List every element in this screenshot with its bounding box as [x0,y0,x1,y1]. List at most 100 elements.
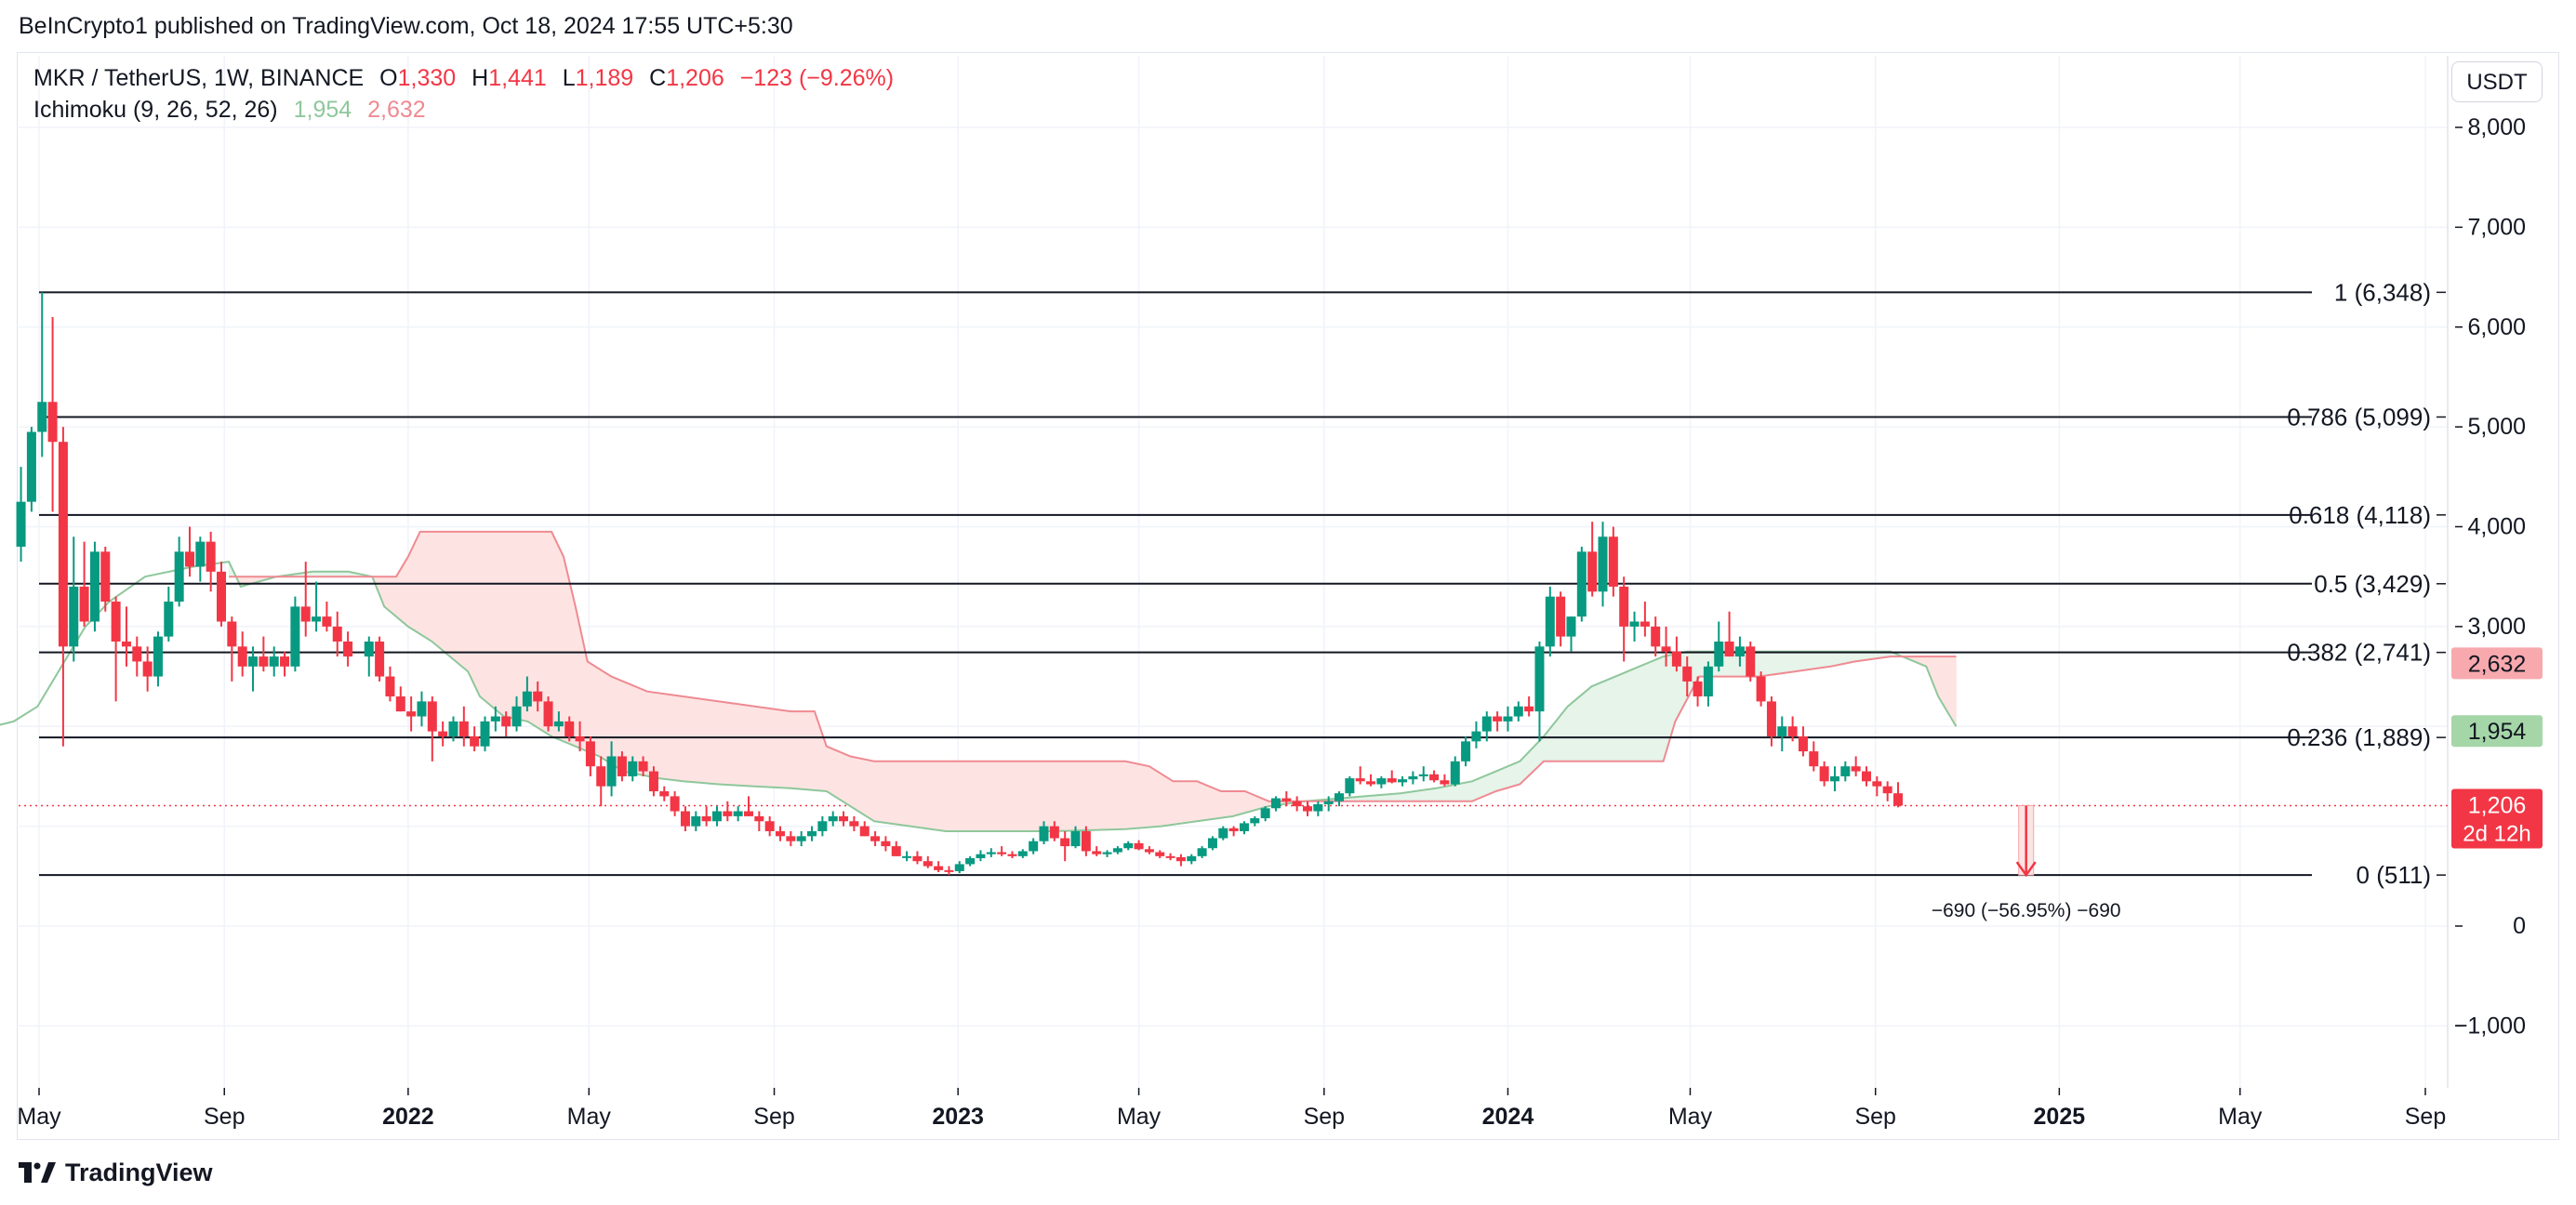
x-tick-label: Sep [1304,1104,1345,1130]
candle-body [1481,716,1492,732]
cloud-segment [855,757,861,814]
candle-body [733,811,743,816]
cloud-segment [1208,786,1215,820]
x-tick-label: Sep [753,1104,794,1130]
cloud-segment [744,704,750,787]
projection-arrow-head [2015,861,2037,878]
candle-body [1039,826,1049,841]
candle-body [1092,851,1102,854]
cloud-segment [1600,680,1607,762]
cloud-segment [458,531,464,669]
projection-label: −690 (−56.95%) −690 [1932,900,2121,921]
candle-body [111,602,121,642]
candle-body [1493,716,1503,722]
cloud-segment [783,709,790,789]
cloud-segment [692,697,698,784]
candle-body [448,721,458,736]
cloud-segment [1237,790,1243,815]
price-badge-label: 2,632 [2468,651,2527,677]
indicator-name: Ichimoku (9, 26, 52, 26) [33,97,278,123]
candle-body [1819,766,1829,782]
cloud-segment [1614,673,1621,762]
candle-body [1144,849,1154,853]
cloud-segment [754,706,761,788]
tradingview-logo-icon [19,1161,56,1183]
cloud-segment [1065,761,1071,832]
cloud-segment [764,707,770,788]
candle-body [375,641,385,677]
cloud-segment [922,761,928,829]
candle-body [606,756,617,787]
cloud-segment [1586,685,1592,762]
cloud-segment [553,536,560,740]
candle-body [543,701,553,727]
cloud-segment [1625,669,1630,762]
candle-body [1598,536,1608,592]
cloud-segment [1132,761,1138,829]
candle-body [438,731,448,736]
x-tick-label: May [17,1104,61,1130]
cloud-segment [687,696,694,783]
low-label: L [562,65,576,91]
cloud-segment [400,559,406,626]
cloud-segment [1763,651,1770,677]
candle-body [1175,856,1186,862]
cloud-segment [716,700,723,786]
x-tick-label: 2023 [932,1104,984,1130]
cloud-segment [1653,657,1659,762]
cloud-segment [777,708,784,788]
candle-body [522,691,532,707]
candle-body [1651,626,1661,647]
candle-body [1218,828,1228,839]
cloud-segment [869,760,875,822]
candle-body [1872,781,1882,787]
candle-body [575,735,585,742]
cloud-segment [984,761,989,832]
cloud-segment [677,695,684,782]
cloud-segment [859,758,866,816]
price-badge-label: 1,206 [2468,793,2527,819]
candle-body [659,791,670,797]
cloud-segment [1452,783,1458,802]
cloud-segment [1505,764,1511,789]
cloud-segment [1825,651,1831,669]
tradingview-logo[interactable]: TradingView [19,1159,213,1187]
cloud-segment [448,531,455,661]
candle-body [332,626,342,642]
cloud-segment [797,710,803,790]
candle-body [1661,646,1671,652]
cloud-segment [701,698,708,784]
indicator-legend[interactable]: Ichimoku (9, 26, 52, 26) 1,954 2,632 [33,97,426,124]
cloud-segment [1768,651,1774,676]
cloud-segment [1223,790,1229,818]
cloud-segment [893,761,899,826]
cloud-segment [1839,651,1846,666]
cloud-segment [1003,761,1009,832]
candle-body [870,836,881,841]
currency-button[interactable]: USDT [2451,61,2543,102]
x-tick-label: May [1117,1104,1162,1130]
cloud-segment [1591,683,1597,762]
candle-body [1029,841,1039,852]
x-tick-label: Sep [1854,1104,1895,1130]
candle-body [290,606,300,667]
cloud-segment [710,699,717,785]
ichimoku-cloud [0,530,1958,832]
candle-body [417,701,427,717]
cloud-segment [792,710,799,789]
cloud-segment [1031,761,1038,832]
candle-body [269,656,279,667]
candle-body [1398,779,1408,783]
cloud-segment [802,710,808,790]
cloud-segment [1428,788,1435,802]
cloud-segment [1572,697,1578,762]
candle-body [1629,621,1640,627]
candle-body [1524,706,1534,712]
cloud-segment [739,704,746,787]
cloud-segment [596,667,603,759]
candle-body [1440,780,1450,785]
symbol-legend[interactable]: MKR / TetherUS, 1W, BINANCE O1,330 H1,44… [33,65,894,92]
candle-body [1387,778,1397,783]
candle-body [902,855,912,858]
